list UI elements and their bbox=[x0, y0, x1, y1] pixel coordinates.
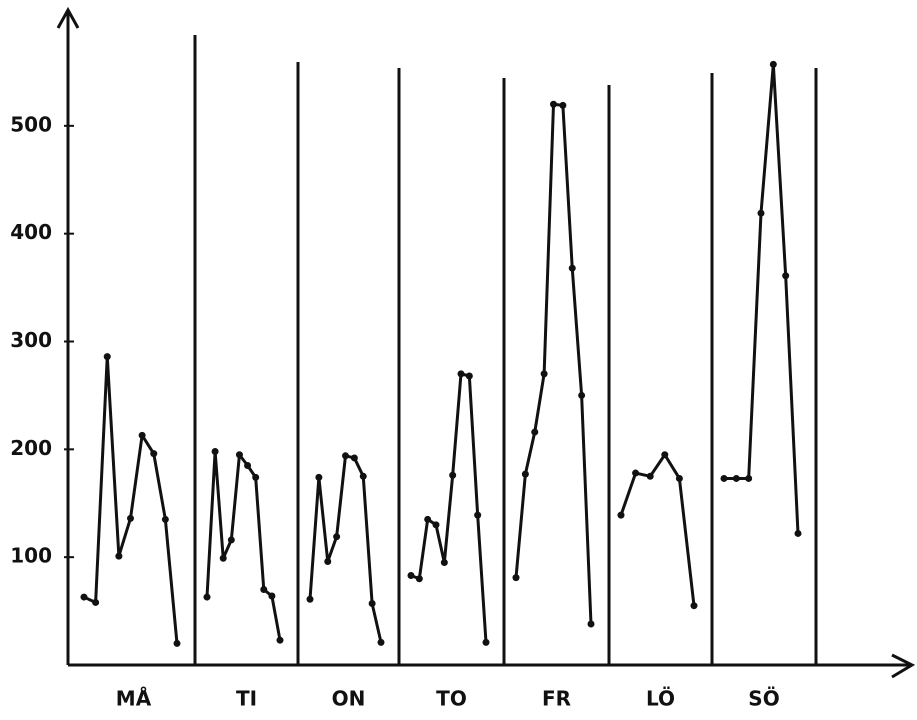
data-point bbox=[211, 447, 219, 455]
data-point bbox=[540, 370, 548, 378]
data-line bbox=[619, 453, 696, 606]
data-point bbox=[675, 474, 683, 482]
data-point bbox=[550, 100, 557, 108]
data-point bbox=[260, 586, 268, 594]
data-point bbox=[568, 264, 576, 272]
data-point bbox=[203, 593, 211, 601]
x-tick-label: FR bbox=[542, 687, 571, 711]
x-tick-label: MÅ bbox=[116, 687, 152, 711]
data-point bbox=[252, 473, 260, 481]
data-point bbox=[794, 529, 802, 537]
data-point bbox=[646, 472, 654, 480]
x-tick-label: ON bbox=[332, 687, 366, 711]
data-point bbox=[449, 471, 457, 479]
data-point bbox=[315, 473, 323, 481]
data-point bbox=[757, 209, 765, 217]
data-point bbox=[333, 533, 341, 541]
data-point bbox=[115, 552, 123, 560]
data-point bbox=[377, 638, 385, 646]
y-tick-label: 400 bbox=[10, 220, 52, 244]
data-point bbox=[276, 636, 284, 644]
data-point bbox=[578, 391, 586, 399]
data-point bbox=[350, 454, 358, 462]
y-axis-arrow bbox=[56, 6, 80, 29]
data-point bbox=[424, 515, 432, 523]
data-point bbox=[407, 571, 415, 579]
y-tick-label: 500 bbox=[10, 112, 52, 136]
data-line bbox=[205, 449, 282, 641]
data-point bbox=[80, 593, 88, 601]
x-axis-arrow bbox=[891, 653, 916, 679]
data-point bbox=[745, 474, 753, 482]
data-point bbox=[559, 101, 567, 109]
data-point bbox=[521, 470, 529, 478]
data-point bbox=[359, 472, 367, 480]
data-point bbox=[474, 511, 482, 519]
data-point bbox=[173, 639, 181, 647]
data-point bbox=[440, 559, 448, 567]
data-point bbox=[632, 469, 640, 477]
data-point bbox=[457, 370, 465, 378]
data-point bbox=[150, 450, 158, 458]
data-point bbox=[306, 595, 314, 603]
data-point bbox=[235, 451, 243, 459]
data-point bbox=[432, 521, 440, 529]
x-tick-label: TO bbox=[436, 687, 467, 711]
data-point bbox=[690, 602, 698, 610]
data-point bbox=[161, 515, 169, 523]
data-line bbox=[410, 372, 488, 643]
x-tick-label: TI bbox=[236, 687, 257, 711]
data-point bbox=[342, 452, 349, 460]
data-point bbox=[782, 272, 790, 280]
data-point bbox=[732, 474, 740, 482]
data-point bbox=[415, 575, 423, 583]
data-line bbox=[724, 62, 800, 534]
y-tick-label: 300 bbox=[10, 328, 52, 352]
data-point bbox=[465, 372, 473, 380]
data-point bbox=[368, 600, 376, 608]
x-tick-label: LÖ bbox=[646, 687, 675, 711]
data-point bbox=[482, 638, 490, 646]
y-tick-label: 200 bbox=[10, 436, 52, 460]
data-point bbox=[268, 592, 276, 600]
data-point bbox=[92, 598, 100, 606]
y-tick-label: 100 bbox=[10, 544, 52, 568]
data-point bbox=[127, 514, 134, 522]
data-point bbox=[219, 554, 227, 562]
data-line bbox=[514, 102, 593, 625]
data-point bbox=[587, 620, 595, 628]
data-point bbox=[661, 451, 669, 459]
data-point bbox=[512, 574, 520, 582]
data-point bbox=[531, 428, 539, 436]
data-point bbox=[617, 511, 625, 519]
data-point bbox=[244, 462, 252, 470]
data-point bbox=[138, 431, 146, 439]
data-line bbox=[308, 454, 383, 643]
data-point bbox=[324, 557, 332, 565]
data-point bbox=[769, 60, 777, 68]
data-point bbox=[103, 353, 111, 361]
x-tick-label: SÖ bbox=[748, 687, 779, 711]
data-point bbox=[227, 536, 235, 544]
data-point bbox=[720, 474, 728, 482]
